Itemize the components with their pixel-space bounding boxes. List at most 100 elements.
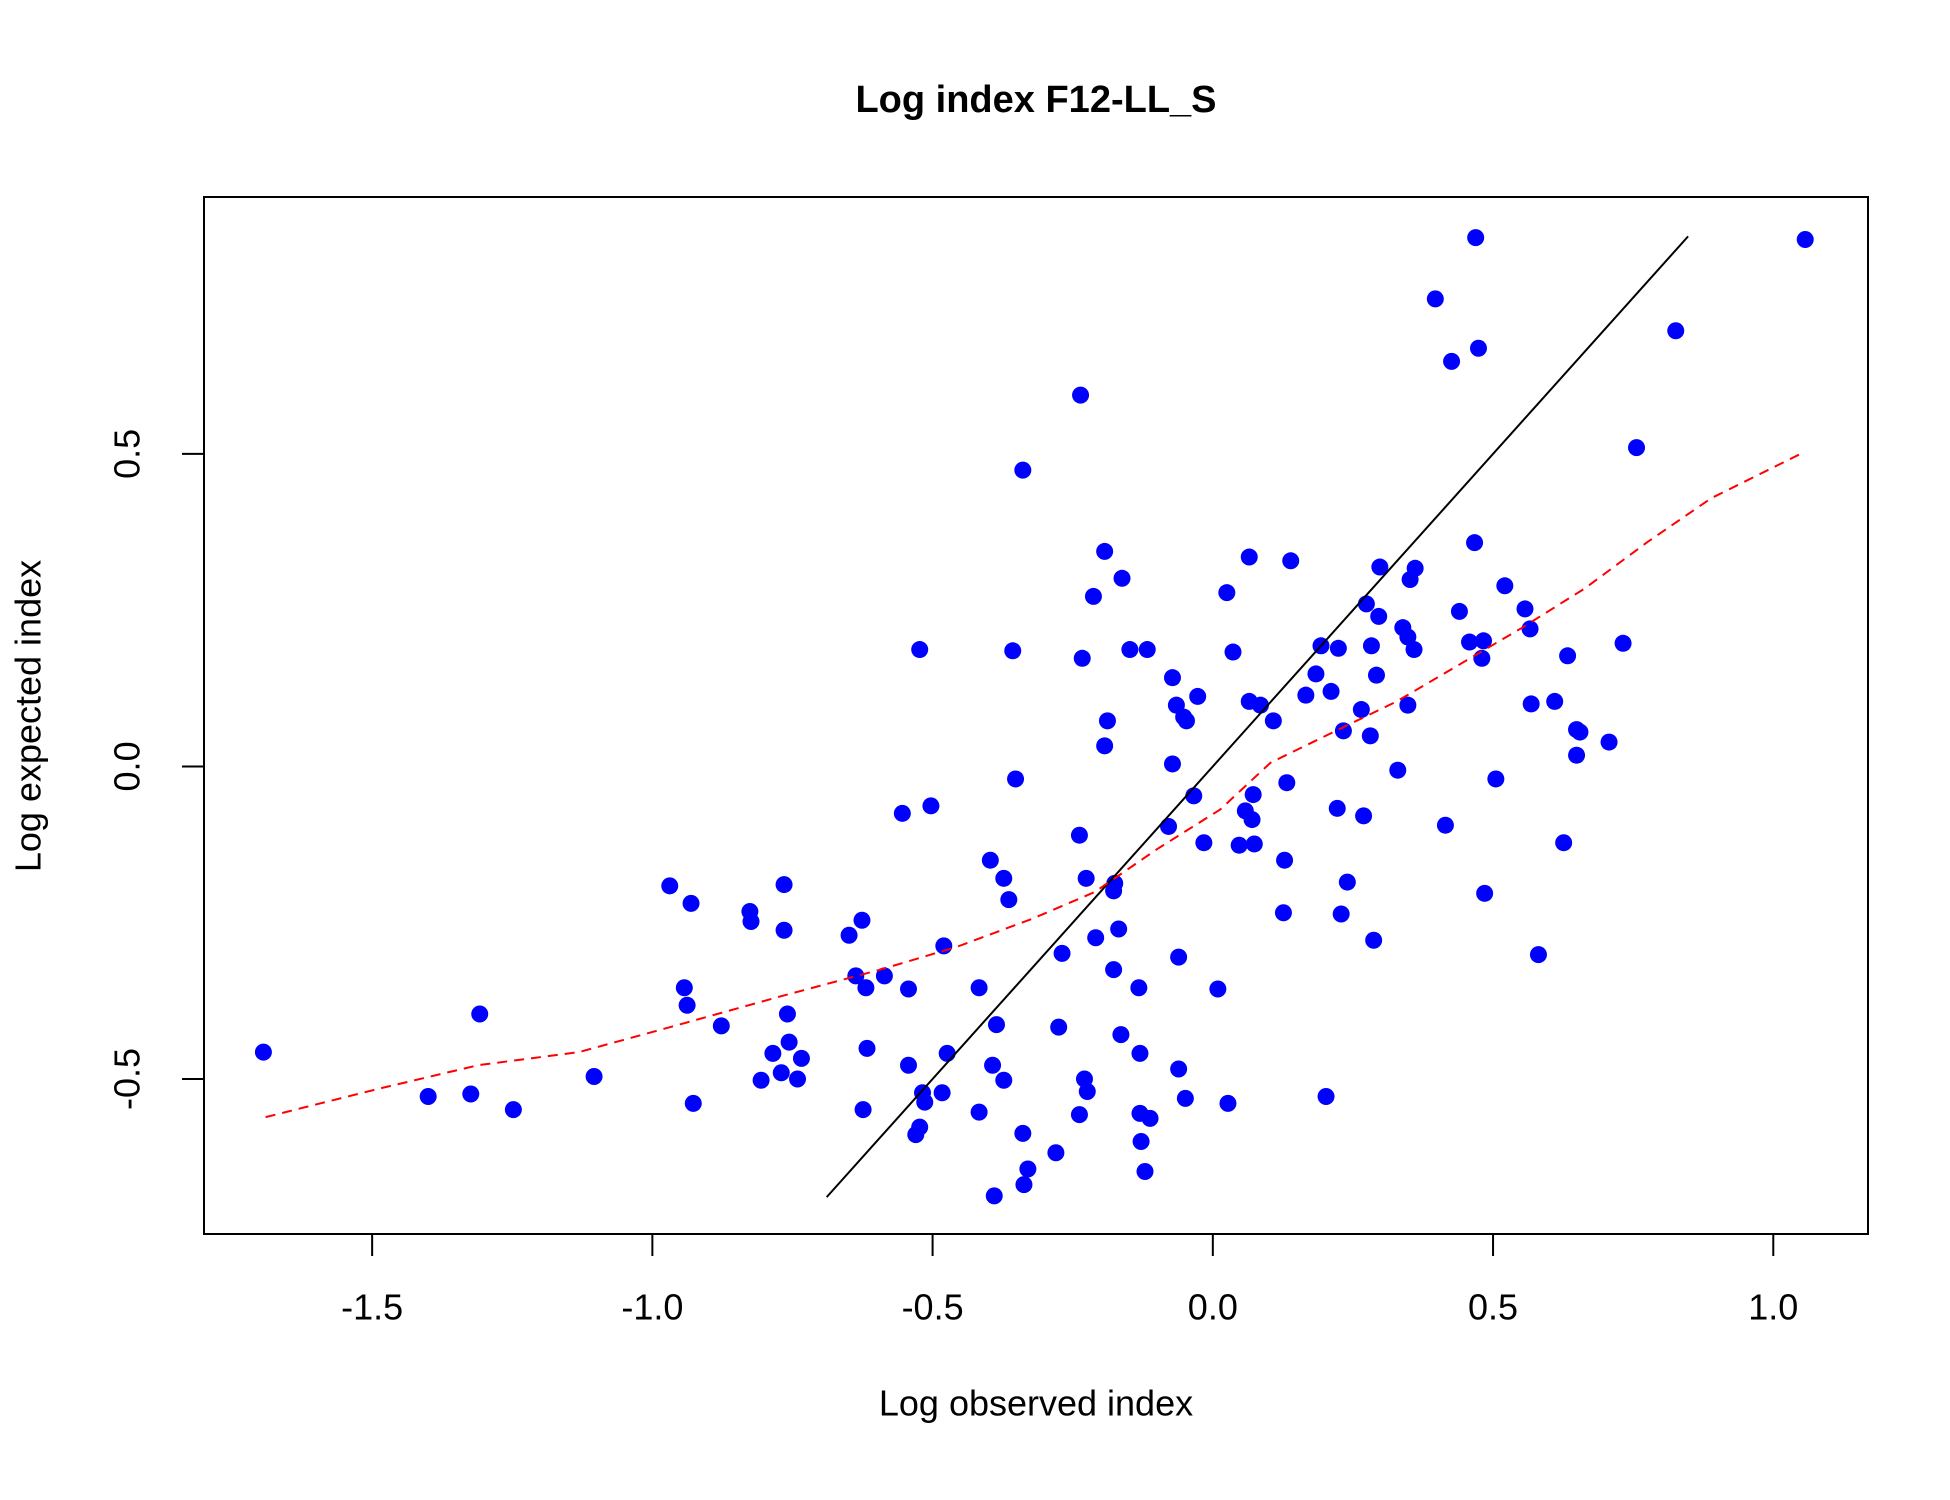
point	[682, 894, 700, 912]
point	[1469, 339, 1487, 357]
point	[1450, 602, 1468, 620]
point	[1050, 1018, 1068, 1036]
point	[857, 979, 875, 997]
point	[471, 1005, 489, 1023]
point	[1112, 1026, 1130, 1044]
point	[1243, 811, 1261, 829]
point	[780, 1033, 798, 1051]
point	[1399, 696, 1417, 714]
y-tick-label: 0.0	[107, 741, 148, 791]
point	[1105, 961, 1123, 979]
point	[1297, 686, 1315, 704]
point	[1516, 600, 1534, 618]
point	[1136, 1162, 1154, 1180]
point	[853, 911, 871, 929]
point	[1096, 737, 1114, 755]
point	[1546, 692, 1564, 710]
point	[1352, 701, 1370, 719]
point	[775, 921, 793, 939]
point	[987, 1016, 1005, 1034]
point	[1405, 641, 1423, 659]
point	[1796, 231, 1814, 249]
point	[847, 967, 865, 985]
point	[775, 876, 793, 894]
point	[1138, 641, 1156, 659]
point	[778, 1005, 796, 1023]
point	[504, 1101, 522, 1119]
point	[1361, 727, 1379, 745]
point	[1084, 587, 1102, 605]
point	[1461, 633, 1479, 651]
x-tick-label: -0.5	[902, 1287, 964, 1328]
point	[1467, 229, 1485, 247]
point	[1362, 637, 1380, 655]
point	[1307, 665, 1325, 683]
point	[792, 1049, 810, 1067]
point	[1370, 607, 1388, 625]
point	[1130, 979, 1148, 997]
point	[1230, 836, 1248, 854]
point	[1334, 722, 1352, 740]
point	[1096, 542, 1114, 560]
point	[1406, 559, 1424, 577]
point	[1163, 669, 1181, 687]
point	[985, 1187, 1003, 1205]
point	[1000, 891, 1018, 909]
point	[907, 1126, 925, 1144]
point	[1357, 595, 1375, 613]
point	[1529, 946, 1547, 964]
point	[254, 1043, 272, 1061]
point	[1443, 352, 1461, 370]
point	[1245, 835, 1263, 853]
point	[1365, 931, 1383, 949]
point	[1072, 386, 1090, 404]
point	[684, 1094, 702, 1112]
x-tick-label: -1.5	[341, 1287, 403, 1328]
point	[1189, 687, 1207, 705]
point	[933, 1084, 951, 1102]
point	[1329, 639, 1347, 657]
point	[995, 1071, 1013, 1089]
point	[970, 1103, 988, 1121]
point	[1426, 290, 1444, 308]
point	[1487, 770, 1505, 788]
y-tick-label: 0.5	[107, 429, 148, 479]
x-tick-label: 0.0	[1188, 1287, 1238, 1328]
point	[922, 797, 940, 815]
point	[1004, 642, 1022, 660]
point	[911, 641, 929, 659]
identity-line	[825, 235, 1689, 1198]
point	[1087, 929, 1105, 947]
point	[1163, 755, 1181, 773]
point	[1077, 869, 1095, 887]
point	[938, 1044, 956, 1062]
point	[1282, 552, 1300, 570]
point	[984, 1056, 1002, 1074]
point	[1389, 761, 1407, 779]
point	[1264, 712, 1282, 730]
point	[1053, 944, 1071, 962]
point	[1073, 649, 1091, 667]
point	[1322, 682, 1340, 700]
point	[1355, 807, 1373, 825]
point	[1244, 786, 1262, 804]
point	[1078, 1082, 1096, 1100]
point	[899, 1056, 917, 1074]
point	[1113, 569, 1131, 587]
point	[678, 996, 696, 1014]
x-tick-label: 1.0	[1748, 1287, 1798, 1328]
point	[840, 926, 858, 944]
point	[1338, 873, 1356, 891]
point	[981, 851, 999, 869]
point	[1121, 641, 1139, 659]
point	[712, 1017, 730, 1035]
chart-title: Log index F12-LL_S	[855, 79, 1216, 121]
point	[1007, 770, 1025, 788]
point	[1015, 1176, 1033, 1194]
point	[1274, 904, 1292, 922]
point	[1600, 733, 1618, 751]
point	[1522, 695, 1540, 713]
point	[752, 1071, 770, 1089]
point	[1475, 632, 1493, 650]
point	[764, 1044, 782, 1062]
